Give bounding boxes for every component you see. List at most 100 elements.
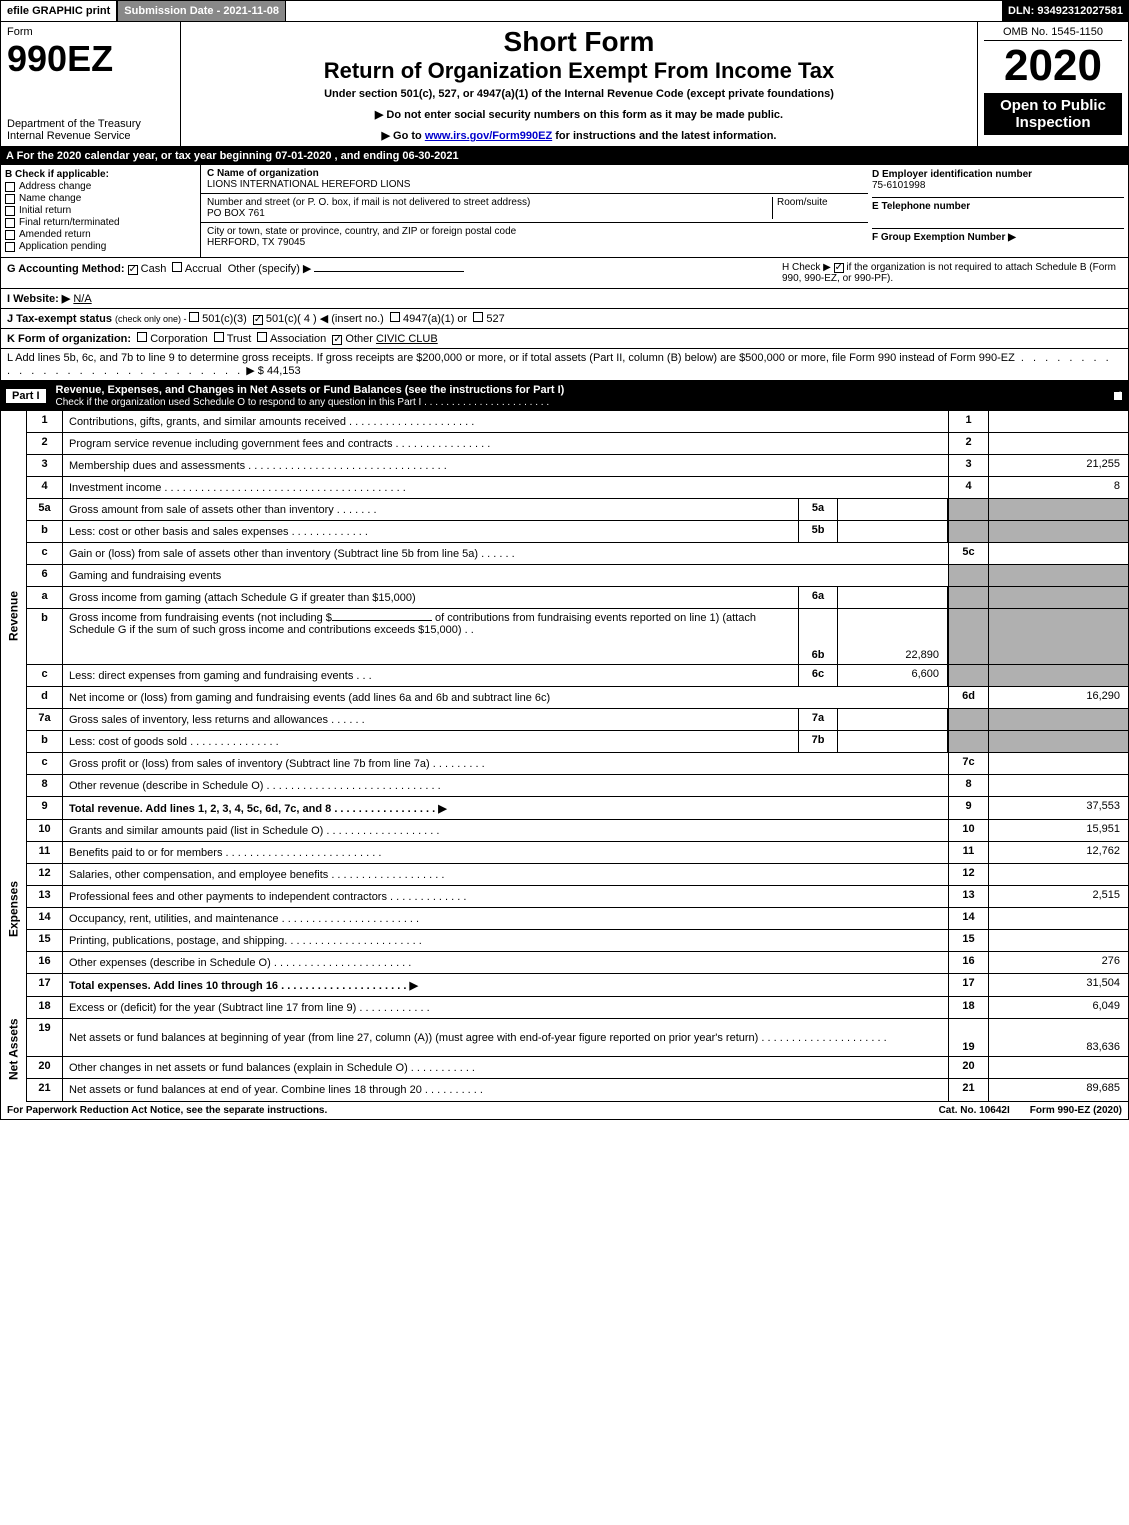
instr-goto: ▶ Go to www.irs.gov/Form990EZ for instru…: [187, 129, 971, 142]
cb-address-change[interactable]: [5, 182, 15, 192]
row-10-num: 10: [27, 820, 63, 841]
footer-right-bold: 990-EZ: [1058, 1105, 1091, 1116]
footer-right-pre: Form: [1030, 1105, 1058, 1116]
instr-goto-pre: ▶ Go to: [382, 130, 425, 142]
row-4-desc: Investment income . . . . . . . . . . . …: [63, 477, 948, 498]
omb-number: OMB No. 1545-1150: [984, 26, 1122, 41]
row-6b-sv: 22,890: [838, 609, 948, 664]
row-12-val: [988, 864, 1128, 885]
row-8-num: 8: [27, 775, 63, 796]
k-trust: Trust: [227, 333, 252, 345]
c-name-label: C Name of organization: [207, 168, 862, 179]
row-12-num: 12: [27, 864, 63, 885]
cb-trust[interactable]: [214, 332, 224, 342]
row-7b-sv: [838, 731, 948, 752]
cb-other-org[interactable]: [332, 335, 342, 345]
row-15-val: [988, 930, 1128, 951]
row-6c-rnum: [948, 665, 988, 686]
form-number: 990EZ: [7, 38, 174, 80]
footer-right-post: (2020): [1090, 1105, 1122, 1116]
cb-schedule-o[interactable]: [1113, 391, 1123, 401]
row-7b-val: [988, 731, 1128, 752]
row-14-num: 14: [27, 908, 63, 929]
row-17-text: Total expenses. Add lines 10 through 16 …: [69, 979, 418, 992]
row-6c-sv: 6,600: [838, 665, 948, 686]
room-suite-label: Room/suite: [772, 197, 862, 219]
open-to-public: Open to Public Inspection: [984, 93, 1122, 135]
c-addr-label: Number and street (or P. O. box, if mail…: [207, 197, 530, 208]
row-6b-num: b: [27, 609, 63, 664]
line-a: A For the 2020 calendar year, or tax yea…: [0, 147, 1129, 165]
row-3-desc: Membership dues and assessments . . . . …: [63, 455, 948, 476]
row-6c-desc: Less: direct expenses from gaming and fu…: [63, 665, 798, 686]
cb-corp[interactable]: [137, 332, 147, 342]
row-7a-box: 7a: [798, 709, 838, 730]
line-gh: G Accounting Method: Cash Accrual Other …: [0, 258, 1129, 289]
row-3-num: 3: [27, 455, 63, 476]
row-8-rnum: 8: [948, 775, 988, 796]
row-20-num: 20: [27, 1057, 63, 1078]
row-20-val: [988, 1057, 1128, 1078]
cb-name-change[interactable]: [5, 194, 15, 204]
row-8-val: [988, 775, 1128, 796]
row-11-desc: Benefits paid to or for members . . . . …: [63, 842, 948, 863]
row-6c-box: 6c: [798, 665, 838, 686]
row-5a-val: [988, 499, 1128, 520]
sidebar-revenue: Revenue: [0, 411, 26, 820]
instr-no-ssn: ▶ Do not enter social security numbers o…: [187, 108, 971, 121]
cb-initial-return[interactable]: [5, 206, 15, 216]
j-527: 527: [486, 313, 504, 325]
row-6a-rnum: [948, 587, 988, 608]
row-2-desc: Program service revenue including govern…: [63, 433, 948, 454]
ein: 75-6101998: [872, 180, 1124, 191]
tax-year: 2020: [984, 41, 1122, 91]
row-19-rnum: 19: [948, 1019, 988, 1056]
row-9-num: 9: [27, 797, 63, 819]
row-12-rnum: 12: [948, 864, 988, 885]
l-amount: 44,153: [264, 365, 301, 377]
cb-assoc[interactable]: [257, 332, 267, 342]
row-15-desc: Printing, publications, postage, and shi…: [63, 930, 948, 951]
cb-final-return[interactable]: [5, 218, 15, 228]
row-2-val: [988, 433, 1128, 454]
cb-501c[interactable]: [253, 315, 263, 325]
cb-4947[interactable]: [390, 312, 400, 322]
row-7b-num: b: [27, 731, 63, 752]
opt-initial-return: Initial return: [19, 205, 71, 216]
website-value: N/A: [73, 293, 91, 305]
cb-501c3[interactable]: [189, 312, 199, 322]
row-5c-rnum: 5c: [948, 543, 988, 564]
d-label: D Employer identification number: [872, 169, 1124, 180]
row-11-num: 11: [27, 842, 63, 863]
cb-schedule-b[interactable]: [834, 263, 844, 273]
footer-center: Cat. No. 10642I: [919, 1105, 1030, 1116]
row-9-rnum: 9: [948, 797, 988, 819]
e-label: E Telephone number: [872, 197, 1124, 212]
section-bcdef: B Check if applicable: Address change Na…: [0, 165, 1129, 258]
cb-cash[interactable]: [128, 265, 138, 275]
row-7a-sv: [838, 709, 948, 730]
section-b: B Check if applicable: Address change Na…: [1, 165, 201, 257]
row-10-rnum: 10: [948, 820, 988, 841]
header-left: Form 990EZ Department of the Treasury In…: [1, 22, 181, 146]
row-6d-num: d: [27, 687, 63, 708]
efile-print[interactable]: efile GRAPHIC print: [0, 0, 117, 22]
irs-link[interactable]: www.irs.gov/Form990EZ: [425, 130, 552, 142]
cb-application-pending[interactable]: [5, 242, 15, 252]
row-6b-box: 6b: [798, 609, 838, 664]
g-cash: Cash: [141, 263, 167, 275]
row-7a-num: 7a: [27, 709, 63, 730]
row-13-val: 2,515: [988, 886, 1128, 907]
row-15-rnum: 15: [948, 930, 988, 951]
c-city-label: City or town, state or province, country…: [207, 226, 862, 237]
row-13-num: 13: [27, 886, 63, 907]
row-14-rnum: 14: [948, 908, 988, 929]
cb-accrual[interactable]: [172, 262, 182, 272]
footer-right: Form 990-EZ (2020): [1030, 1105, 1122, 1116]
cb-527[interactable]: [473, 312, 483, 322]
cb-amended-return[interactable]: [5, 230, 15, 240]
opt-amended-return: Amended return: [19, 229, 91, 240]
k-other: Other: [345, 333, 373, 345]
g-accrual: Accrual: [185, 263, 222, 275]
row-8-desc: Other revenue (describe in Schedule O) .…: [63, 775, 948, 796]
